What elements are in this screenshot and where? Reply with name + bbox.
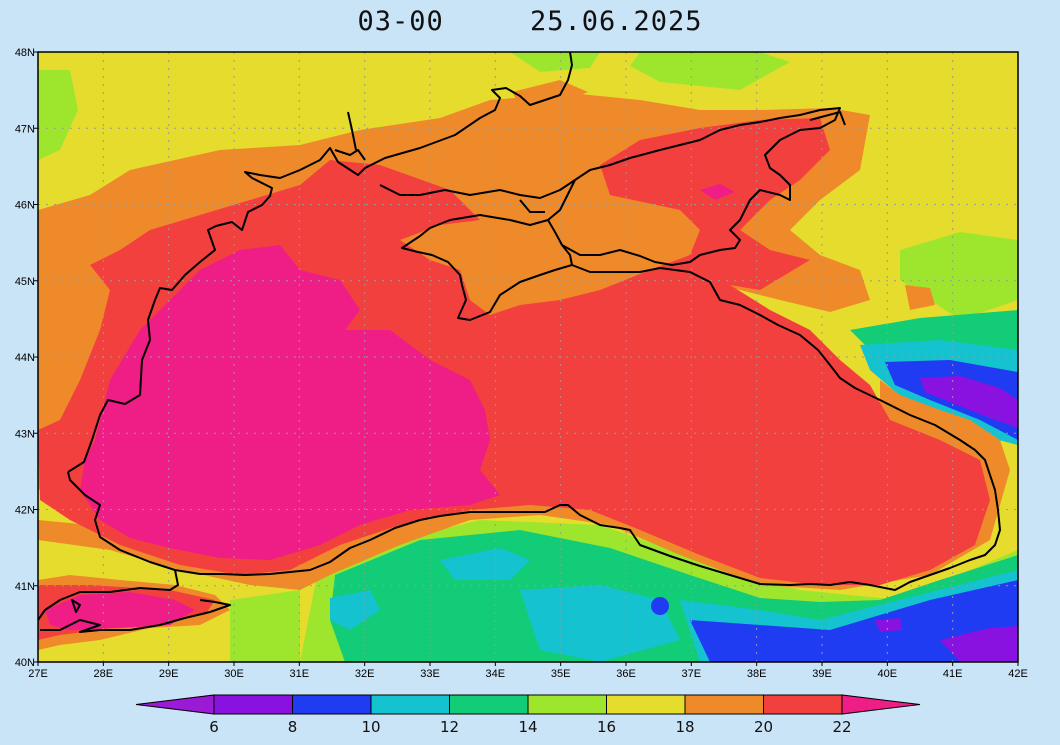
colorbar-segment xyxy=(606,694,686,715)
lon-tick-label: 29E xyxy=(159,668,179,680)
colorbar-below-arrow xyxy=(135,694,215,715)
map-title: 03-00 25.06.2025 xyxy=(0,6,1060,37)
colorbar-label: 10 xyxy=(361,718,380,736)
lon-tick-label: 40E xyxy=(878,668,898,680)
colorbar-segment xyxy=(213,694,293,715)
lat-tick-label: 47N xyxy=(15,123,35,135)
colorbar-label: 22 xyxy=(832,718,851,736)
colorbar-segment xyxy=(370,694,450,715)
colorbar-segment xyxy=(449,694,529,715)
lat-tick-label: 43N xyxy=(15,428,35,440)
lon-tick-label: 42E xyxy=(1008,668,1028,680)
colorbar-label: 14 xyxy=(518,718,537,736)
lon-tick-label: 30E xyxy=(224,668,244,680)
colorbar-above-arrow xyxy=(841,694,921,715)
lat-tick-label: 41N xyxy=(15,581,35,593)
colorbar-label: 8 xyxy=(288,718,298,736)
lat-tick-label: 42N xyxy=(15,505,35,517)
field-6-8 xyxy=(875,376,1018,662)
colorbar-label: 6 xyxy=(209,718,219,736)
latitude-axis: 48N 47N 46N 45N 44N 43N 42N 41N 40N xyxy=(15,47,38,669)
colorbar-label: 18 xyxy=(675,718,694,736)
lon-tick-label: 33E xyxy=(420,668,440,680)
title-date: 25.06.2025 xyxy=(530,6,703,37)
lon-tick-label: 34E xyxy=(486,668,506,680)
lat-tick-label: 46N xyxy=(15,200,35,212)
lat-tick-label: 44N xyxy=(15,352,35,364)
longitude-axis: 27E 28E 29E 30E 31E 32E 33E 34E 35E 36E 37E 38E 39E 4… xyxy=(28,662,1028,680)
lon-tick-label: 32E xyxy=(355,668,375,680)
lat-tick-label: 45N xyxy=(15,276,35,288)
title-time: 03-00 xyxy=(357,6,444,37)
colorbar-segment xyxy=(292,694,372,715)
gridlines xyxy=(38,52,1018,662)
lon-tick-label: 38E xyxy=(747,668,767,680)
lon-tick-label: 27E xyxy=(28,668,48,680)
colorbar-label: 20 xyxy=(754,718,773,736)
colorbar-label: 16 xyxy=(597,718,616,736)
coastline xyxy=(38,52,1001,633)
colorbar: 6 8 10 12 14 16 18 20 22 xyxy=(135,694,921,736)
lon-tick-label: 37E xyxy=(682,668,702,680)
lon-tick-label: 31E xyxy=(290,668,310,680)
colorbar-segment xyxy=(527,694,607,715)
lon-tick-label: 28E xyxy=(94,668,114,680)
colorbar-segment xyxy=(684,694,764,715)
colorbar-label: 12 xyxy=(440,718,459,736)
lon-tick-label: 36E xyxy=(616,668,636,680)
lon-tick-label: 39E xyxy=(812,668,832,680)
lat-tick-label: 40N xyxy=(15,657,35,669)
lon-tick-label: 41E xyxy=(943,668,963,680)
colorbar-segment xyxy=(763,694,843,715)
lat-tick-label: 48N xyxy=(15,47,35,59)
lon-tick-label: 35E xyxy=(551,668,571,680)
